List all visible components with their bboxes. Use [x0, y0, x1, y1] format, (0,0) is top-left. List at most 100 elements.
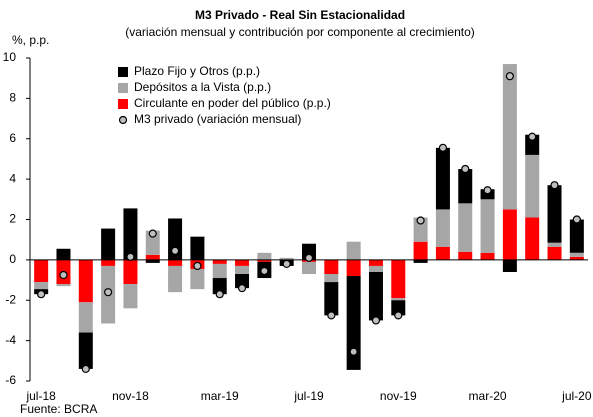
bar-segment	[145, 230, 160, 255]
x-tick-label: mar-20	[469, 389, 507, 403]
bar-segment	[547, 185, 562, 243]
point	[438, 143, 448, 152]
x-tick-label: nov-18	[112, 389, 149, 403]
bar-segment	[168, 259, 183, 266]
bar-segment	[480, 252, 495, 260]
legend-marker	[118, 83, 128, 93]
bar-segment	[56, 248, 71, 260]
bar-segment	[346, 276, 361, 370]
bar-segment	[302, 261, 316, 275]
point	[461, 164, 470, 174]
bar-segment	[212, 263, 227, 279]
point	[126, 252, 135, 261]
bar-segment	[324, 259, 339, 275]
bar-segment	[525, 154, 540, 218]
bar-segment	[235, 274, 250, 289]
bar-segment	[391, 298, 406, 301]
bar-segment	[547, 246, 562, 260]
bar-segment	[435, 246, 450, 260]
bar-segment	[101, 228, 116, 260]
legend-label: Circulante en poder del público (p.p.)	[134, 96, 331, 110]
bar-segment	[346, 259, 361, 277]
bar-segment	[525, 217, 540, 260]
bar-segment	[101, 259, 116, 266]
bar-segment	[279, 257, 294, 260]
bar-segment	[235, 259, 250, 266]
bar-segment	[168, 265, 183, 293]
y-tick-label: -2	[5, 292, 16, 306]
bar-segment	[368, 265, 383, 272]
bar-segment	[235, 265, 250, 275]
bar-segment	[458, 203, 473, 252]
x-tick-label: jul-20	[561, 389, 592, 403]
bar-segment	[346, 241, 361, 260]
bar-segment	[190, 236, 205, 260]
bar-segment	[413, 217, 428, 242]
bar-segment	[324, 282, 339, 316]
bar-segment	[502, 209, 517, 260]
bar-segment	[569, 256, 584, 260]
legend-marker	[118, 99, 128, 109]
bar-segment	[525, 134, 540, 155]
bar-segment	[123, 208, 138, 260]
bar-segment	[324, 274, 339, 283]
point	[148, 229, 157, 238]
bar-segment	[34, 282, 49, 290]
legend-marker	[118, 115, 128, 125]
chart-subtitle: (variación mensual y contribución por co…	[125, 25, 475, 39]
y-tick-label: 6	[9, 131, 16, 145]
point	[170, 246, 180, 255]
y-tick-label: 0	[9, 252, 16, 266]
point	[237, 284, 247, 293]
point	[59, 270, 68, 280]
bar-segment	[123, 259, 138, 285]
bar-segment	[435, 209, 450, 247]
bar-segment	[435, 147, 450, 210]
bar-segment	[34, 259, 49, 283]
point	[416, 216, 425, 225]
point	[282, 259, 291, 269]
bar-segment	[123, 284, 138, 309]
bar-segment	[368, 259, 383, 266]
bar-segment	[502, 259, 517, 272]
point	[394, 311, 403, 320]
legend-label: Depósitos a la Vista (p.p.)	[134, 80, 271, 94]
legend-label: Plazo Fijo y Otros (p.p.)	[134, 64, 260, 78]
bar-segment	[458, 169, 473, 204]
point	[260, 266, 269, 276]
x-tick-label: jul-19	[293, 389, 324, 403]
bar-segment	[569, 252, 584, 257]
point	[81, 364, 90, 373]
x-tick-label: nov-19	[380, 389, 417, 403]
chart-title: M3 Privado - Real Sin Estacionalidad	[195, 8, 405, 22]
bar-segment	[56, 284, 71, 287]
bar-segment	[458, 251, 473, 260]
y-tick-label: 10	[3, 50, 17, 64]
bar-segment	[78, 302, 93, 333]
point	[528, 132, 537, 141]
point	[371, 316, 381, 325]
x-tick-label: mar-19	[201, 389, 239, 403]
bar-segment	[190, 268, 205, 290]
point	[304, 253, 314, 262]
legend-label: M3 privado (variación mensual)	[134, 112, 301, 126]
bar-segment	[212, 259, 227, 264]
point	[550, 181, 559, 190]
bar-segment	[569, 219, 584, 253]
x-tick-label: jul-18	[25, 389, 56, 403]
y-tick-label: 8	[9, 91, 16, 105]
y-tick-label: -6	[5, 373, 16, 387]
legend-marker	[118, 67, 128, 77]
point	[37, 290, 46, 299]
point	[349, 347, 358, 356]
point	[505, 72, 514, 81]
point	[327, 311, 336, 320]
point	[572, 215, 581, 224]
bar-segment	[257, 259, 272, 262]
bar-segment	[413, 241, 428, 260]
bar-segment	[212, 278, 227, 295]
bar-segment	[368, 271, 383, 321]
bar-segment	[391, 300, 406, 316]
point	[104, 288, 113, 297]
